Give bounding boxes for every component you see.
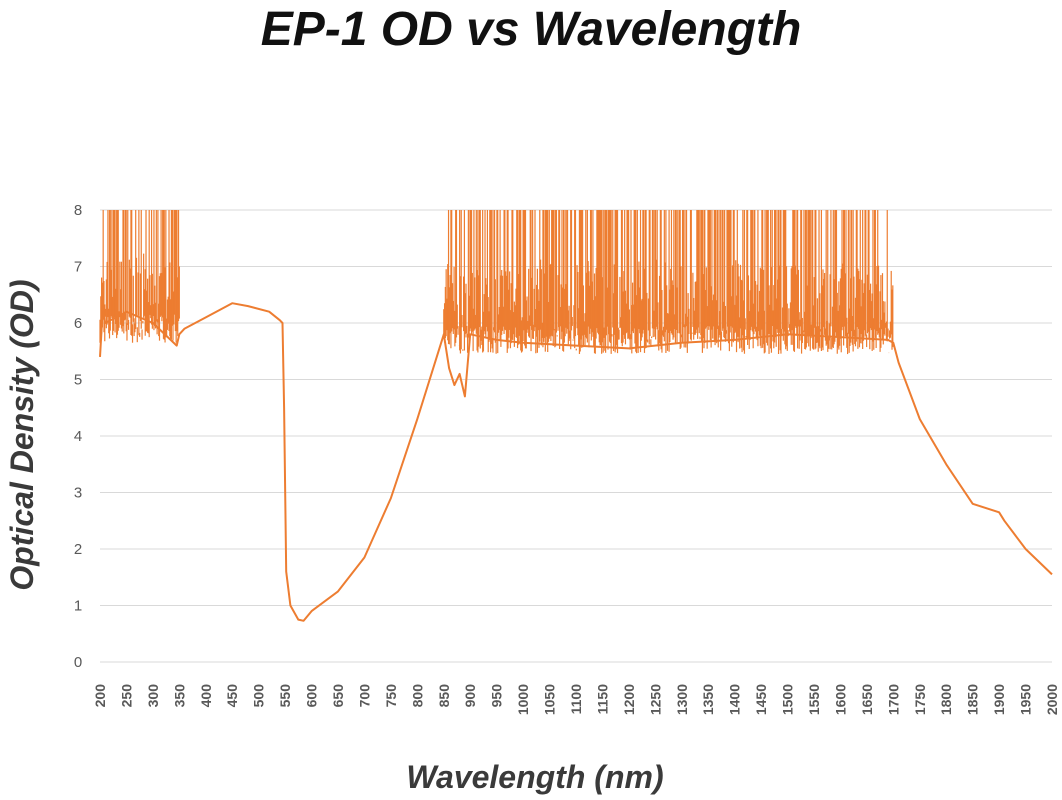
x-tick-label: 2000 [1044, 684, 1060, 715]
y-tick-label: 7 [74, 259, 82, 276]
x-tick-label: 650 [330, 684, 346, 708]
x-tick-label: 1450 [753, 684, 769, 715]
chart-title: EP-1 OD vs Wavelength [260, 3, 802, 56]
x-tick-label: 1350 [700, 684, 716, 715]
x-tick-label: 1800 [938, 684, 954, 715]
x-tick-label: 1150 [594, 684, 610, 715]
y-tick-label: 4 [74, 428, 82, 445]
x-tick-label: 1600 [832, 684, 848, 715]
x-tick-label: 1300 [674, 684, 690, 715]
x-tick-label: 900 [462, 684, 478, 708]
x-tick-label: 1250 [647, 684, 663, 715]
x-tick-label: 1500 [780, 684, 796, 715]
x-tick-label: 1050 [542, 684, 558, 715]
y-axis-ticks: 0 1 2 3 4 5 6 7 8 [74, 202, 82, 671]
x-tick-label: 1200 [621, 684, 637, 715]
x-tick-label: 1000 [515, 684, 531, 715]
x-tick-label: 1700 [885, 684, 901, 715]
x-tick-label: 950 [489, 684, 505, 708]
x-tick-label: 1550 [806, 684, 822, 715]
x-tick-label: 600 [304, 684, 320, 708]
noise-region-1 [99, 210, 180, 343]
y-tick-label: 2 [74, 541, 82, 558]
y-tick-label: 3 [74, 485, 82, 502]
x-tick-label: 1100 [568, 684, 584, 715]
x-tick-label: 1400 [727, 684, 743, 715]
y-tick-label: 0 [74, 654, 82, 671]
noise-region-2 [443, 210, 894, 355]
x-tick-label: 1900 [991, 684, 1007, 715]
x-tick-label: 250 [118, 684, 134, 708]
x-tick-label: 1750 [912, 684, 928, 715]
y-axis-title: Optical Density (OD) [4, 279, 40, 590]
x-tick-label: 1850 [965, 684, 981, 715]
y-tick-label: 6 [74, 315, 82, 332]
x-tick-label: 850 [436, 684, 452, 708]
y-tick-label: 1 [74, 598, 82, 615]
x-tick-label: 800 [409, 684, 425, 708]
x-tick-label: 450 [224, 684, 240, 708]
x-tick-label: 550 [277, 684, 293, 708]
x-tick-label: 350 [171, 684, 187, 708]
x-tick-label: 750 [383, 684, 399, 708]
series-line [99, 302, 1053, 622]
x-tick-label: 400 [198, 684, 214, 708]
x-axis-ticks: 200 250 300 350 400 450 500 550 600 650 700 750 800 8… [92, 684, 1060, 715]
x-tick-label: 700 [356, 684, 372, 708]
series-layer [99, 210, 1053, 622]
x-tick-label: 1650 [859, 684, 875, 715]
x-tick-label: 300 [145, 684, 161, 708]
x-tick-label: 200 [92, 684, 108, 708]
x-tick-label: 500 [251, 684, 267, 708]
x-tick-label: 1950 [1018, 684, 1034, 715]
x-axis-title: Wavelength (nm) [406, 759, 663, 795]
y-tick-label: 5 [74, 372, 82, 389]
y-tick-label: 8 [74, 202, 82, 219]
